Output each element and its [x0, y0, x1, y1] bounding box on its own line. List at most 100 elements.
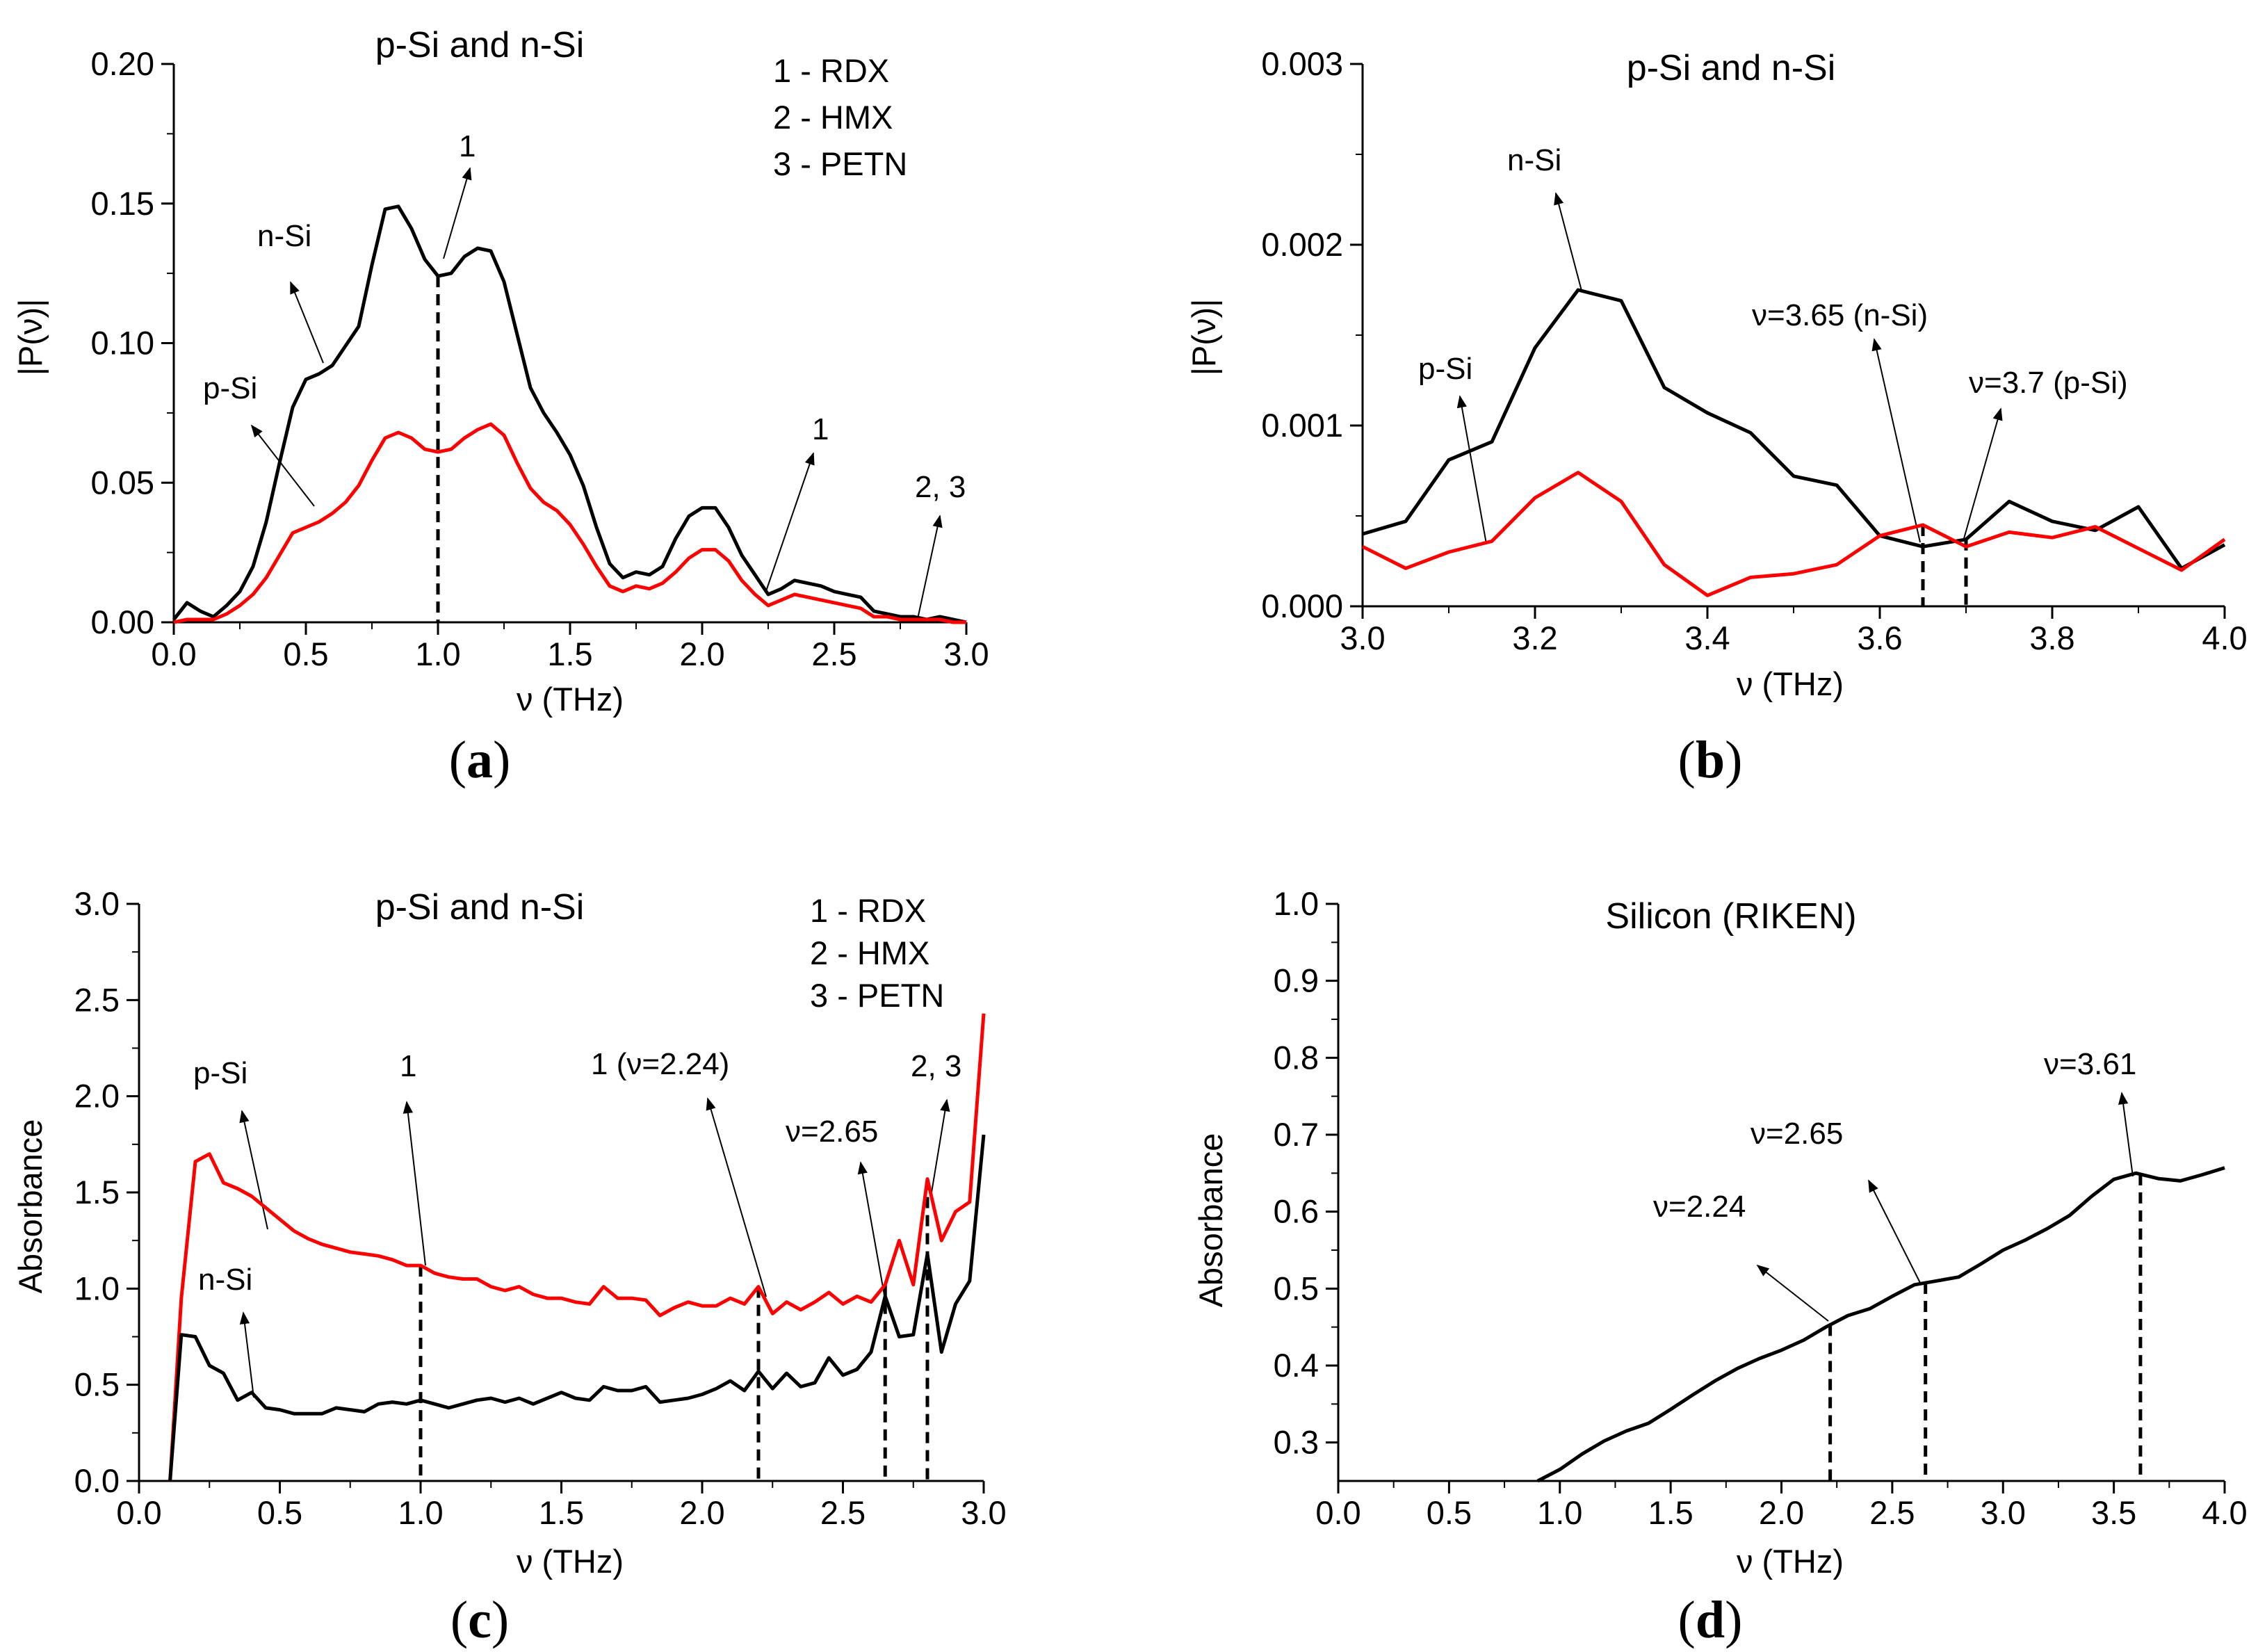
- panel-a-series-p-si: [173, 422, 966, 624]
- panel-c-label-265: ν=2.65: [786, 1115, 878, 1149]
- panel-d-ytick-label: 0.6: [1274, 1193, 1319, 1230]
- panel-a-label-psi: p-Si: [203, 371, 257, 405]
- panel-d-xtick-label: 1.0: [1537, 1494, 1582, 1531]
- panel-c-legend-2: 2 - HMX: [810, 934, 929, 971]
- panel-a-ytick-label: 0.20: [91, 45, 154, 82]
- panel-c-caption: (c): [450, 1591, 509, 1649]
- panel-c-ytick-label: 2.0: [74, 1078, 120, 1115]
- panel-c-ytick-label: 0.0: [74, 1462, 120, 1499]
- panel-b-series-n-si: [1362, 288, 2226, 570]
- panel-a-arrow-23: [917, 515, 943, 620]
- panel-d-ytick-label: 1.0: [1274, 885, 1319, 922]
- panel-a-arrow-psi: [250, 424, 315, 507]
- panel-a-xtick-label: 0.5: [283, 635, 328, 672]
- panel-c-series-n-si: [168, 1134, 986, 1482]
- panel-b-arrow-nsi: [1554, 192, 1582, 291]
- panel-a-xlabel: ν (THz): [517, 681, 624, 718]
- panel-c-ytick-label: 1.0: [74, 1270, 120, 1306]
- panel-a-series-n-si: [172, 204, 967, 624]
- panel-b-ytick-label: 0.002: [1261, 226, 1343, 263]
- panel-a-xtick-label: 1.5: [547, 635, 592, 672]
- panel-c-xtick-label: 3.0: [961, 1494, 1006, 1531]
- panel-b-xtick-label: 3.4: [1684, 620, 1730, 656]
- panel-b: p-Si and n-Si |P(ν)| ν (THz) (b) n-Si p-…: [1185, 45, 2248, 789]
- panel-b-series-p-si: [1361, 471, 2226, 597]
- panel-a-label-1a: 1: [459, 129, 476, 163]
- panel-c-ytick-label: 0.5: [74, 1366, 120, 1403]
- panel-d-ytick-label: 0.9: [1274, 962, 1319, 999]
- panel-c-xtick-label: 1.5: [539, 1494, 584, 1531]
- panel-d-xtick-label: 4.0: [2202, 1494, 2247, 1531]
- panel-a-label-23: 2, 3: [915, 470, 966, 504]
- panel-b-xtick-label: 3.8: [2029, 620, 2074, 656]
- panel-c-xtick-label: 2.5: [820, 1494, 866, 1531]
- panel-c-arrow-1: [403, 1101, 426, 1266]
- panel-c-label-1: 1: [400, 1049, 416, 1083]
- panel-b-xtick-label: 3.2: [1512, 620, 1557, 656]
- panel-b-ytick-label: 0.003: [1261, 45, 1343, 82]
- panel-c-title: p-Si and n-Si: [375, 887, 585, 928]
- panel-b-xlabel: ν (THz): [1737, 665, 1844, 702]
- panel-d-xtick-label: 2.5: [1869, 1494, 1915, 1531]
- panel-b-caption-letter: b: [1696, 731, 1725, 789]
- panel-d-xtick-label: 2.0: [1759, 1494, 1804, 1531]
- panel-c-xlabel: ν (THz): [517, 1543, 624, 1580]
- panel-a-xtick-label: 2.5: [811, 635, 856, 672]
- panel-c-series-p-si: [168, 1013, 986, 1482]
- panel-d-arrow-361: [2118, 1092, 2134, 1177]
- panel-b-ytick-label: 0.001: [1261, 407, 1343, 444]
- panel-a-arrow-1a: [443, 167, 472, 259]
- panel-c-xtick-label: 2.0: [679, 1494, 724, 1531]
- panel-a-caption: (a): [449, 731, 511, 789]
- panel-b-label-37: ν=3.7 (p-Si): [1969, 366, 2128, 400]
- panel-a-xtick-label: 0.0: [151, 635, 196, 672]
- panel-d-ytick-label: 0.3: [1274, 1424, 1319, 1461]
- panel-d-ytick-label: 0.8: [1274, 1039, 1319, 1076]
- panel-c-xtick-label: 1.0: [398, 1494, 443, 1531]
- panel-c-legend-1: 1 - RDX: [810, 892, 926, 929]
- panel-d-xtick-label: 1.5: [1648, 1494, 1693, 1531]
- panel-c-arrow-224: [706, 1097, 767, 1297]
- panel-d-xtick-label: 3.0: [1981, 1494, 2026, 1531]
- panel-d-series-silicon: [1536, 1166, 2225, 1483]
- panel-b-xtick-label: 3.0: [1340, 620, 1385, 656]
- panel-d-xtick-label: 0.5: [1427, 1494, 1472, 1531]
- panel-b-arrow-37: [1963, 407, 2003, 542]
- panel-a-ytick-label: 0.05: [91, 464, 154, 501]
- panel-b-label-nsi: n-Si: [1507, 143, 1561, 177]
- panel-a-xtick-label: 2.0: [679, 635, 724, 672]
- panel-b-xtick-label: 4.0: [2202, 620, 2247, 656]
- panel-c-ytick-label: 2.5: [74, 981, 120, 1018]
- panel-a-arrow-1b: [765, 452, 815, 592]
- panel-a-caption-letter: a: [466, 731, 493, 789]
- panel-c-label-nsi: n-Si: [198, 1263, 252, 1297]
- panel-d-caption: (d): [1678, 1591, 1743, 1649]
- panel-d: Silicon (RIKEN) Absorbance ν (THz) (d) ν…: [1192, 885, 2248, 1649]
- panel-b-xtick-label: 3.6: [1857, 620, 1902, 656]
- panel-c-ylabel: Absorbance: [12, 1119, 49, 1294]
- panel-d-label-265: ν=2.65: [1751, 1117, 1843, 1151]
- panel-b-arrow-psi: [1456, 395, 1487, 544]
- panel-a-label-1b: 1: [812, 412, 829, 446]
- panel-a-legend-1: 1 - RDX: [773, 52, 889, 89]
- panel-b-arrow-365: [1871, 338, 1921, 543]
- panel-c-label-23: 2, 3: [911, 1049, 961, 1083]
- panel-c-arrow-nsi: [239, 1311, 254, 1398]
- panel-a-legend-2: 2 - HMX: [773, 99, 893, 136]
- panel-d-xtick-label: 3.5: [2091, 1494, 2136, 1531]
- panel-c-label-psi: p-Si: [193, 1056, 247, 1090]
- panel-a-legend-3: 3 - PETN: [773, 145, 907, 182]
- panel-d-label-224: ν=2.24: [1653, 1190, 1746, 1224]
- panel-d-ylabel: Absorbance: [1192, 1133, 1229, 1308]
- panel-d-arrow-224: [1756, 1264, 1829, 1322]
- panel-a-xtick-label: 3.0: [943, 635, 989, 672]
- panel-a-title: p-Si and n-Si: [375, 25, 585, 65]
- panel-a: p-Si and n-Si 1 - RDX 2 - HMX 3 - PETN |…: [12, 25, 989, 789]
- panel-d-ytick-label: 0.7: [1274, 1116, 1319, 1153]
- panel-b-title: p-Si and n-Si: [1627, 48, 1836, 88]
- panel-c-xtick-label: 0.5: [257, 1494, 302, 1531]
- panel-a-ytick-label: 0.15: [91, 185, 154, 222]
- panel-a-label-nsi: n-Si: [257, 219, 311, 253]
- panel-c-caption-letter: c: [468, 1591, 492, 1649]
